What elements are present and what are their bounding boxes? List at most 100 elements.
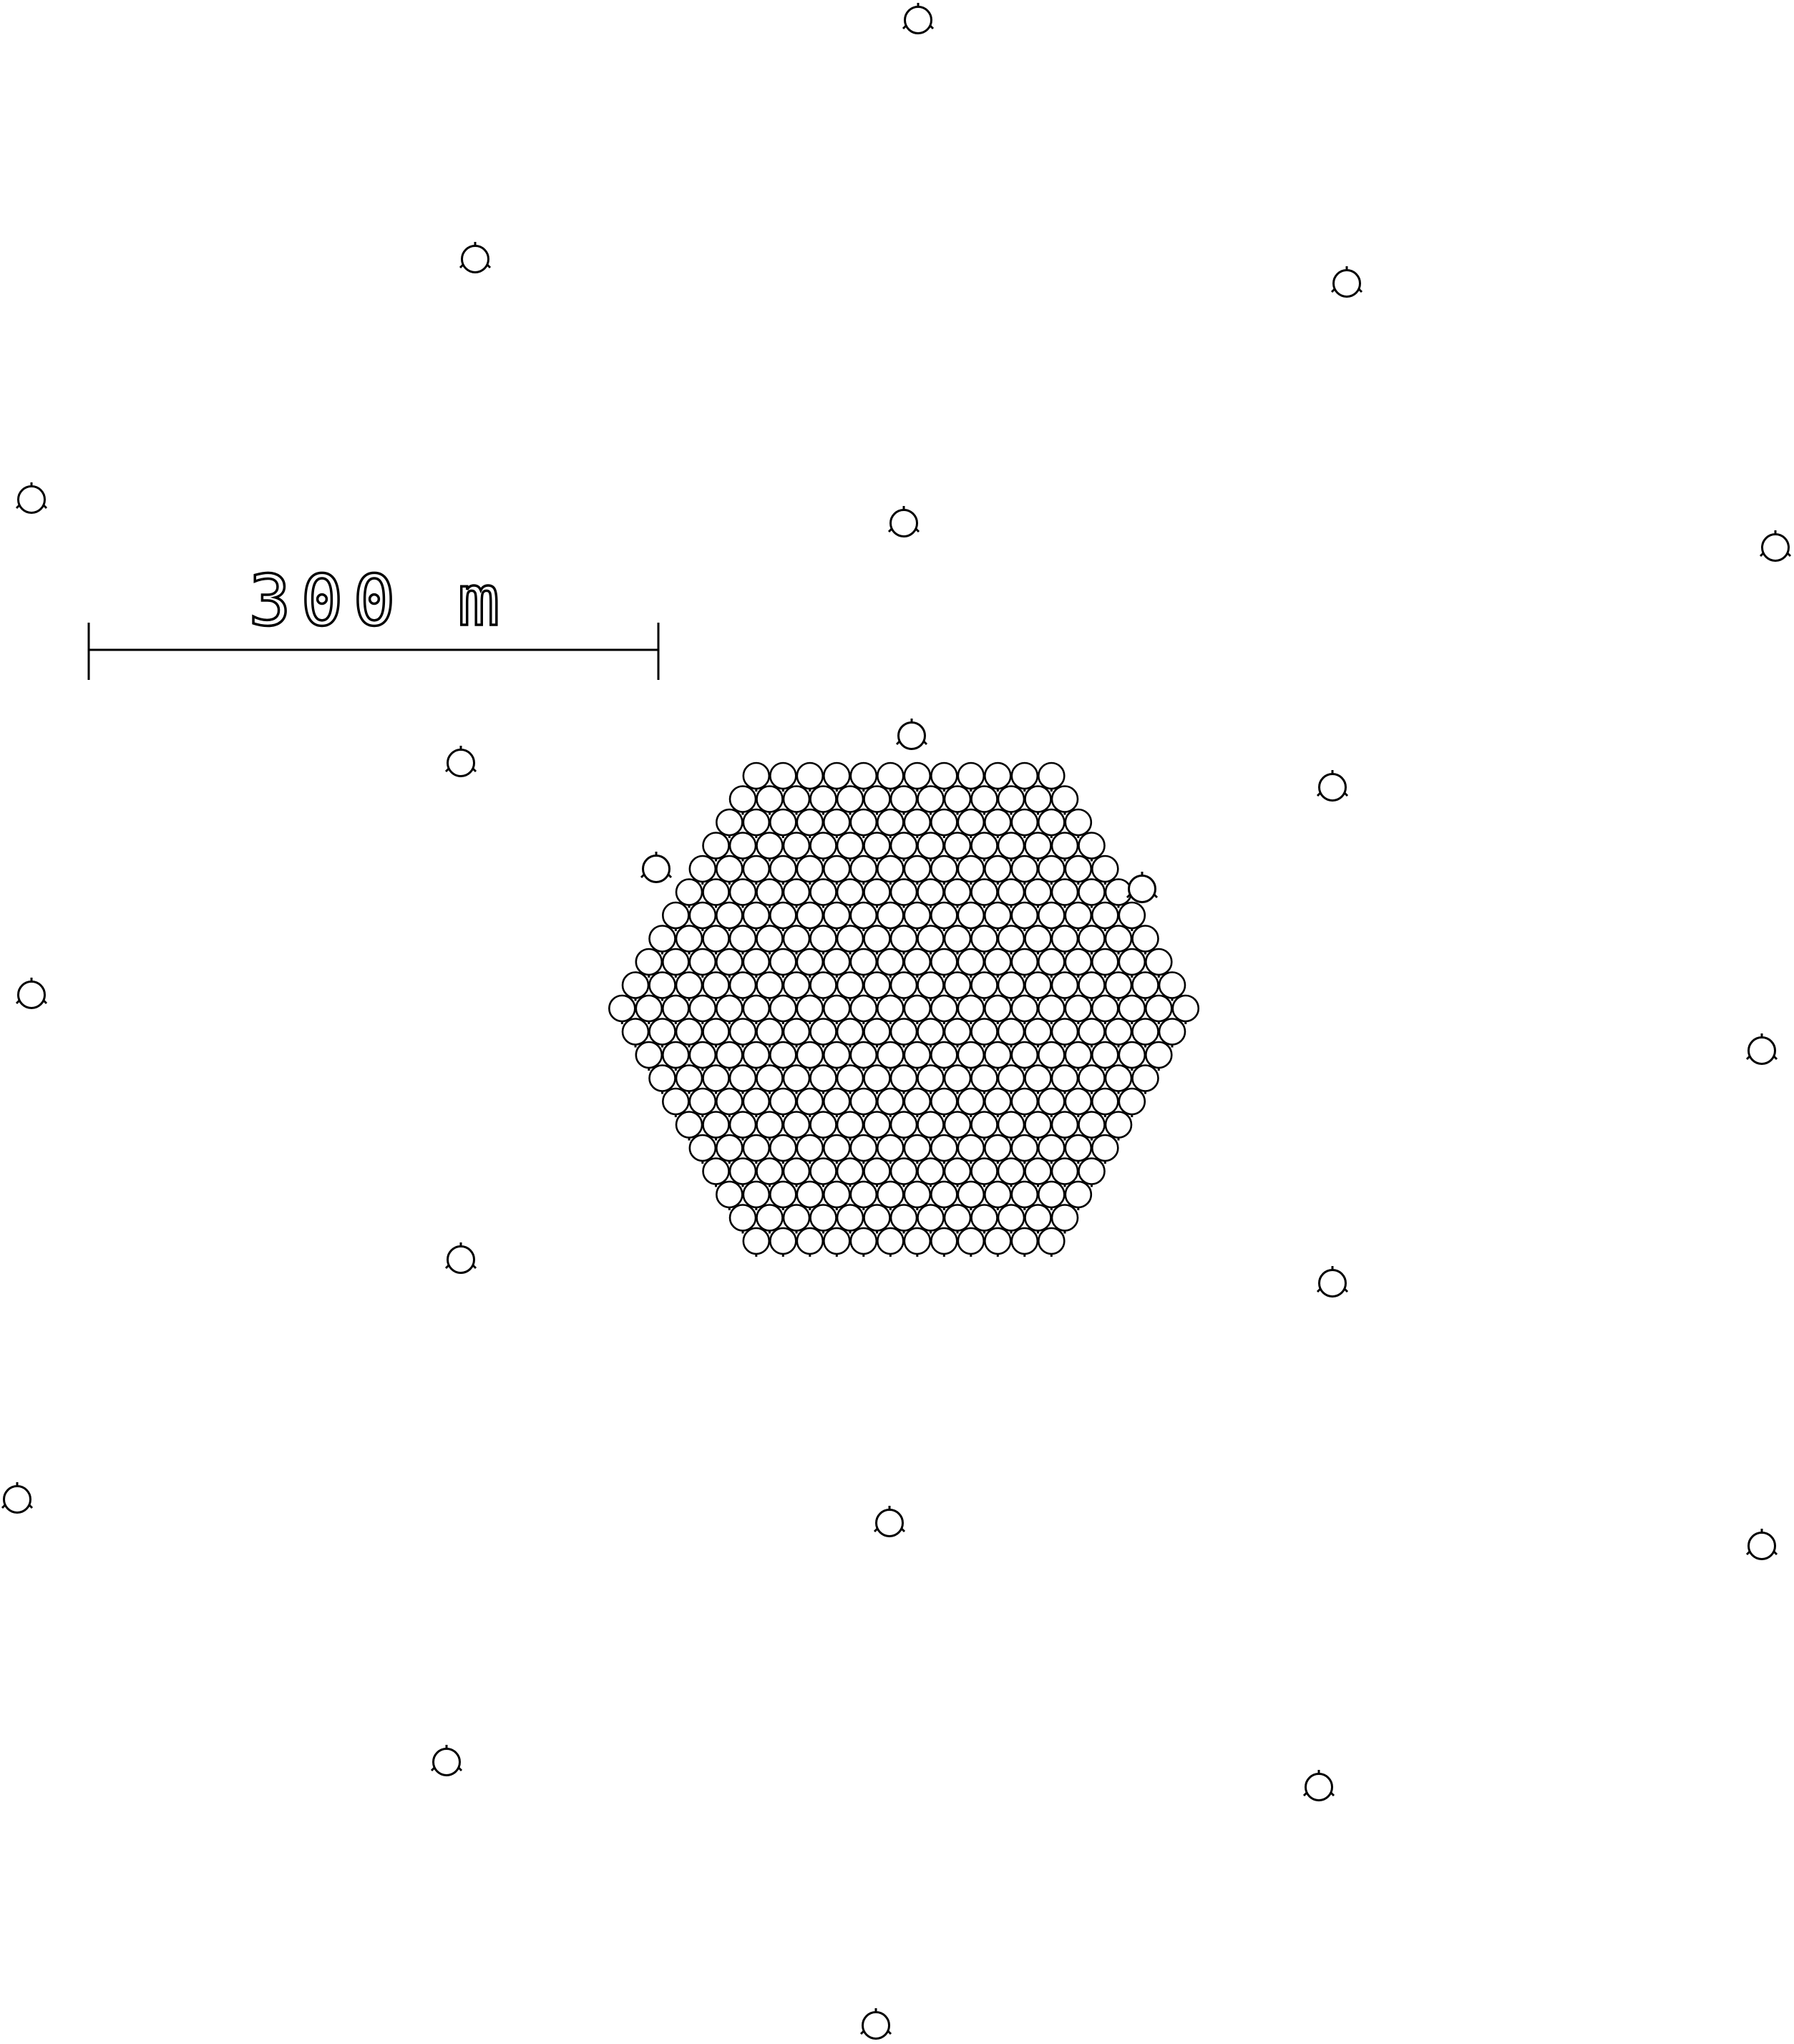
telescope-marker-tick xyxy=(472,1264,477,1270)
telescope-marker xyxy=(836,785,864,813)
telescope-marker xyxy=(635,948,663,976)
telescope-marker xyxy=(742,1227,771,1255)
telescope-marker xyxy=(957,1041,985,1069)
telescope-marker xyxy=(1145,994,1173,1023)
telescope-marker xyxy=(756,971,784,999)
telescope-marker xyxy=(661,1087,690,1116)
telescope-marker xyxy=(917,971,945,999)
telescope-marker xyxy=(702,971,730,999)
telescope-marker xyxy=(1118,948,1146,976)
telescope-marker xyxy=(447,1245,475,1274)
telescope-marker xyxy=(1050,1157,1079,1185)
telescope-marker xyxy=(930,1180,958,1209)
telescope-marker xyxy=(728,925,757,953)
telescope-marker xyxy=(1318,773,1347,802)
telescope-marker xyxy=(957,1134,985,1162)
telescope-marker xyxy=(877,761,905,790)
telescope-marker xyxy=(1145,948,1173,976)
telescope-marker xyxy=(728,785,757,813)
telescope-marker-tick xyxy=(42,999,48,1005)
telescope-marker xyxy=(769,761,797,790)
telescope-marker xyxy=(930,1041,958,1069)
telescope-marker xyxy=(1024,1064,1052,1092)
telescope-marker xyxy=(970,1064,998,1092)
telescope-marker-tick xyxy=(887,527,893,533)
telescope-marker xyxy=(769,1041,797,1069)
telescope-marker xyxy=(1104,878,1133,906)
telescope-marker xyxy=(1091,948,1119,976)
telescope-marker xyxy=(1091,855,1119,883)
telescope-marker xyxy=(728,971,757,999)
telescope-marker xyxy=(943,878,972,906)
telescope-marker xyxy=(688,901,717,930)
telescope-marker xyxy=(1024,832,1052,860)
telescope-marker xyxy=(715,948,744,976)
telescope-marker xyxy=(702,925,730,953)
telescope-marker xyxy=(1145,1041,1173,1069)
telescope-marker-tick xyxy=(1316,1288,1322,1293)
telescope-marker xyxy=(461,245,489,273)
telescope-marker xyxy=(836,1111,864,1139)
outer-telescope-array xyxy=(1,3,1792,2040)
telescope-marker xyxy=(715,808,744,837)
telescope-marker xyxy=(1078,832,1106,860)
telescope-marker xyxy=(889,1111,918,1139)
telescope-marker xyxy=(877,994,905,1023)
telescope-marker xyxy=(675,878,703,906)
telescope-marker xyxy=(742,1134,771,1162)
telescope-marker xyxy=(943,1157,972,1185)
telescope-marker xyxy=(984,1227,1012,1255)
telescope-marker-tick xyxy=(1330,288,1336,293)
telescope-marker xyxy=(997,1204,1025,1232)
telescope-marker xyxy=(675,1018,703,1046)
telescope-marker xyxy=(1038,948,1066,976)
telescope-marker xyxy=(897,721,926,750)
telescope-marker xyxy=(970,1111,998,1139)
telescope-marker xyxy=(1038,901,1066,930)
telescope-marker xyxy=(1064,948,1093,976)
telescope-marker xyxy=(1010,901,1039,930)
telescope-marker xyxy=(836,1064,864,1092)
telescope-marker-tick xyxy=(1316,792,1322,797)
telescope-marker xyxy=(661,948,690,976)
telescope-marker xyxy=(769,855,797,883)
telescope-marker xyxy=(608,994,636,1023)
telescope-marker xyxy=(1010,761,1039,790)
telescope-marker-tick xyxy=(887,2030,892,2035)
telescope-marker xyxy=(823,1180,851,1209)
telescope-marker xyxy=(836,878,864,906)
telescope-marker xyxy=(1038,1087,1066,1116)
telescope-marker xyxy=(1024,1111,1052,1139)
telescope-marker-tick xyxy=(457,1766,463,1772)
telescope-marker xyxy=(1064,1134,1093,1162)
telescope-marker xyxy=(836,1204,864,1232)
telescope-marker xyxy=(809,1018,837,1046)
telescope-marker xyxy=(1038,1180,1066,1209)
telescope-marker xyxy=(836,832,864,860)
telescope-marker xyxy=(943,1018,972,1046)
telescope-marker xyxy=(823,948,851,976)
telescope-marker xyxy=(621,971,650,999)
telescope-marker-tick xyxy=(915,527,920,533)
telescope-marker xyxy=(728,1111,757,1139)
dense-telescope-array xyxy=(608,761,1200,1257)
telescope-marker xyxy=(849,1227,878,1255)
telescope-marker xyxy=(1050,1018,1079,1046)
telescope-marker xyxy=(930,1134,958,1162)
telescope-marker xyxy=(769,1087,797,1116)
telescope-marker xyxy=(849,855,878,883)
telescope-marker xyxy=(742,948,771,976)
telescope-marker xyxy=(1305,1773,1333,1801)
telescope-marker xyxy=(1064,855,1093,883)
telescope-marker xyxy=(997,1157,1025,1185)
scale-bar xyxy=(87,623,660,680)
telescope-marker xyxy=(889,971,918,999)
telescope-marker xyxy=(1064,901,1093,930)
telescope-marker xyxy=(756,1111,784,1139)
telescope-marker xyxy=(1078,925,1106,953)
telescope-marker xyxy=(863,1204,891,1232)
telescope-marker xyxy=(782,1157,811,1185)
telescope-marker xyxy=(1050,1204,1079,1232)
telescope-marker xyxy=(756,1064,784,1092)
telescope-marker xyxy=(702,832,730,860)
